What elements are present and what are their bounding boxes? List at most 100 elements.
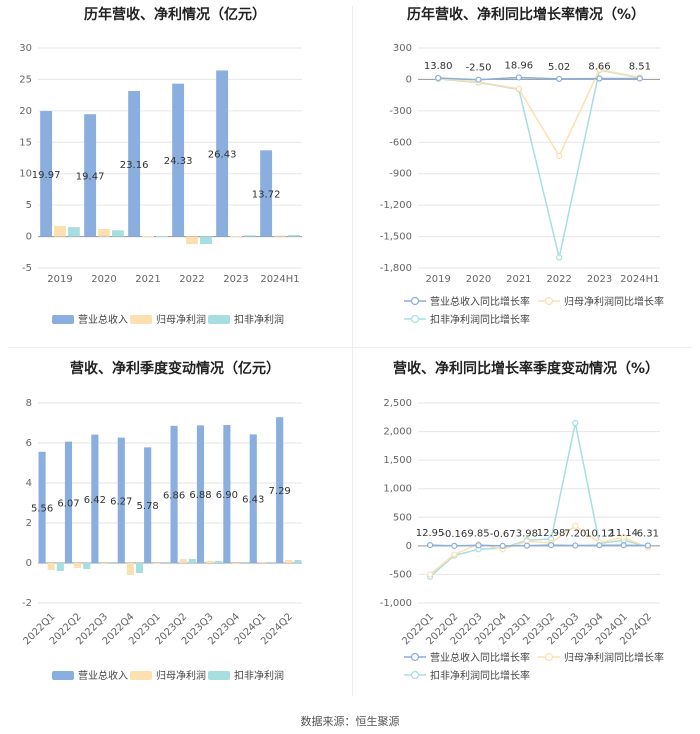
bar xyxy=(186,236,198,245)
data-label: 11.14 xyxy=(609,528,638,539)
data-label: -0.16 xyxy=(441,529,467,540)
data-label: 6.86 xyxy=(163,490,185,501)
bar xyxy=(258,562,266,563)
line-point xyxy=(451,542,458,549)
bar xyxy=(64,441,73,563)
y-tick-label: -900 xyxy=(389,169,412,180)
line-point xyxy=(636,75,643,82)
bar xyxy=(83,563,91,569)
y-tick-label: 0 xyxy=(26,232,32,243)
data-label: 26.43 xyxy=(208,150,237,161)
bar xyxy=(155,235,168,237)
x-tick-label: 2023 xyxy=(587,274,612,285)
x-tick-label: 2019 xyxy=(47,274,72,285)
bar xyxy=(98,229,110,237)
x-tick-label: 2024H1 xyxy=(260,274,299,285)
bar xyxy=(172,83,185,237)
series-line xyxy=(429,422,649,578)
bar xyxy=(111,230,124,237)
legend-label: 营业总收入 xyxy=(78,313,128,326)
legend-label: 扣非净利润同比增长率 xyxy=(430,669,530,682)
x-tick-label: 2022 xyxy=(546,274,571,285)
data-label: 10.12 xyxy=(585,528,614,539)
legend-swatch xyxy=(208,315,230,324)
legend-label: 归母净利润同比增长率 xyxy=(564,295,664,308)
line-point xyxy=(620,542,627,549)
line-point xyxy=(523,542,530,549)
x-tick-label: 2021 xyxy=(506,274,531,285)
data-label: 13.80 xyxy=(424,61,453,72)
bar xyxy=(188,559,196,563)
y-tick-label: 25 xyxy=(19,74,32,85)
data-label: 6.31 xyxy=(637,528,659,539)
bar xyxy=(260,150,273,237)
bar xyxy=(153,563,161,564)
bar xyxy=(249,434,257,563)
data-label: 8.66 xyxy=(588,62,610,73)
x-tick-label: 2023 xyxy=(223,274,248,285)
legend-label: 扣非净利润 xyxy=(234,313,284,326)
data-label: 19.97 xyxy=(32,170,61,181)
y-tick-label: -1,500 xyxy=(380,232,412,243)
legend-label: 营业总收入 xyxy=(78,669,128,682)
x-tick-label: 2020 xyxy=(466,274,491,285)
bar xyxy=(135,563,144,573)
panel-divider-horizontal xyxy=(8,347,692,348)
data-label: 9.85 xyxy=(467,528,489,539)
chart-svg: -1,000-50005001,0001,5002,0002,5002022Q1… xyxy=(380,398,664,682)
line-point xyxy=(426,571,434,578)
data-label: 18.96 xyxy=(505,60,534,71)
line-point xyxy=(572,522,579,529)
legend-label: 扣非净利润同比增长率 xyxy=(430,313,530,326)
bar xyxy=(206,561,214,563)
line-point xyxy=(644,542,651,549)
chart-panel-quarterly-amount: 营收、净利季度变动情况（亿元） -2 0 2 4 6 8 2022Q1 2022Q2 2022Q… xyxy=(0,350,350,700)
legend-swatch xyxy=(208,671,230,680)
data-label: 5.78 xyxy=(137,501,159,512)
legend-swatch xyxy=(52,671,74,680)
data-label: 12.95 xyxy=(416,528,445,539)
data-label: 12.98 xyxy=(537,528,566,539)
y-tick-label: 10 xyxy=(19,169,32,180)
x-tick-label: 2022 xyxy=(179,274,204,285)
bar xyxy=(74,563,82,568)
bar xyxy=(56,563,64,571)
bar xyxy=(179,559,187,563)
y-tick-label: 6 xyxy=(26,438,32,449)
chart-panel-quarterly-growth: 营收、净利同比增长率季度变动情况（%） -1,000 -500 0 500 1,000 1… xyxy=(352,350,700,700)
y-tick-label: -300 xyxy=(389,106,412,117)
line-point xyxy=(475,542,482,549)
bar xyxy=(162,563,170,564)
data-label: 19.47 xyxy=(76,171,105,182)
y-tick-label: -1,000 xyxy=(380,598,412,609)
line-point xyxy=(572,419,579,427)
data-label: 5.02 xyxy=(548,62,570,73)
legend-marker xyxy=(410,652,420,662)
line-point xyxy=(572,542,579,549)
bar xyxy=(243,235,256,237)
bar xyxy=(91,434,99,563)
bar xyxy=(128,90,141,237)
line-point xyxy=(451,551,458,558)
bar xyxy=(117,437,125,563)
legend-marker xyxy=(410,296,420,306)
series-line xyxy=(429,524,649,576)
chart-title: 营收、净利季度变动情况（亿元） xyxy=(70,361,280,377)
x-tick-label: 2024H1 xyxy=(620,274,659,285)
chart-svg: -1,800 -1,500 -1,200 -900 -600 -300 0 300 2019 20… xyxy=(380,43,664,326)
data-label: 8.51 xyxy=(629,62,651,73)
line-point xyxy=(548,542,555,549)
legend-swatch xyxy=(52,315,74,324)
line-point xyxy=(556,75,563,83)
data-label: 6.90 xyxy=(216,490,238,501)
y-tick-label: 5 xyxy=(26,200,32,211)
line-point xyxy=(596,66,603,73)
series-line xyxy=(438,68,640,158)
y-tick-label: -500 xyxy=(389,569,412,580)
bar xyxy=(196,425,205,563)
data-label: 6.88 xyxy=(189,490,211,501)
y-tick-label: -600 xyxy=(389,137,412,148)
legend-label: 扣非净利润 xyxy=(234,669,284,682)
y-tick-label: 2,000 xyxy=(383,427,412,438)
data-label: 23.16 xyxy=(120,160,149,171)
